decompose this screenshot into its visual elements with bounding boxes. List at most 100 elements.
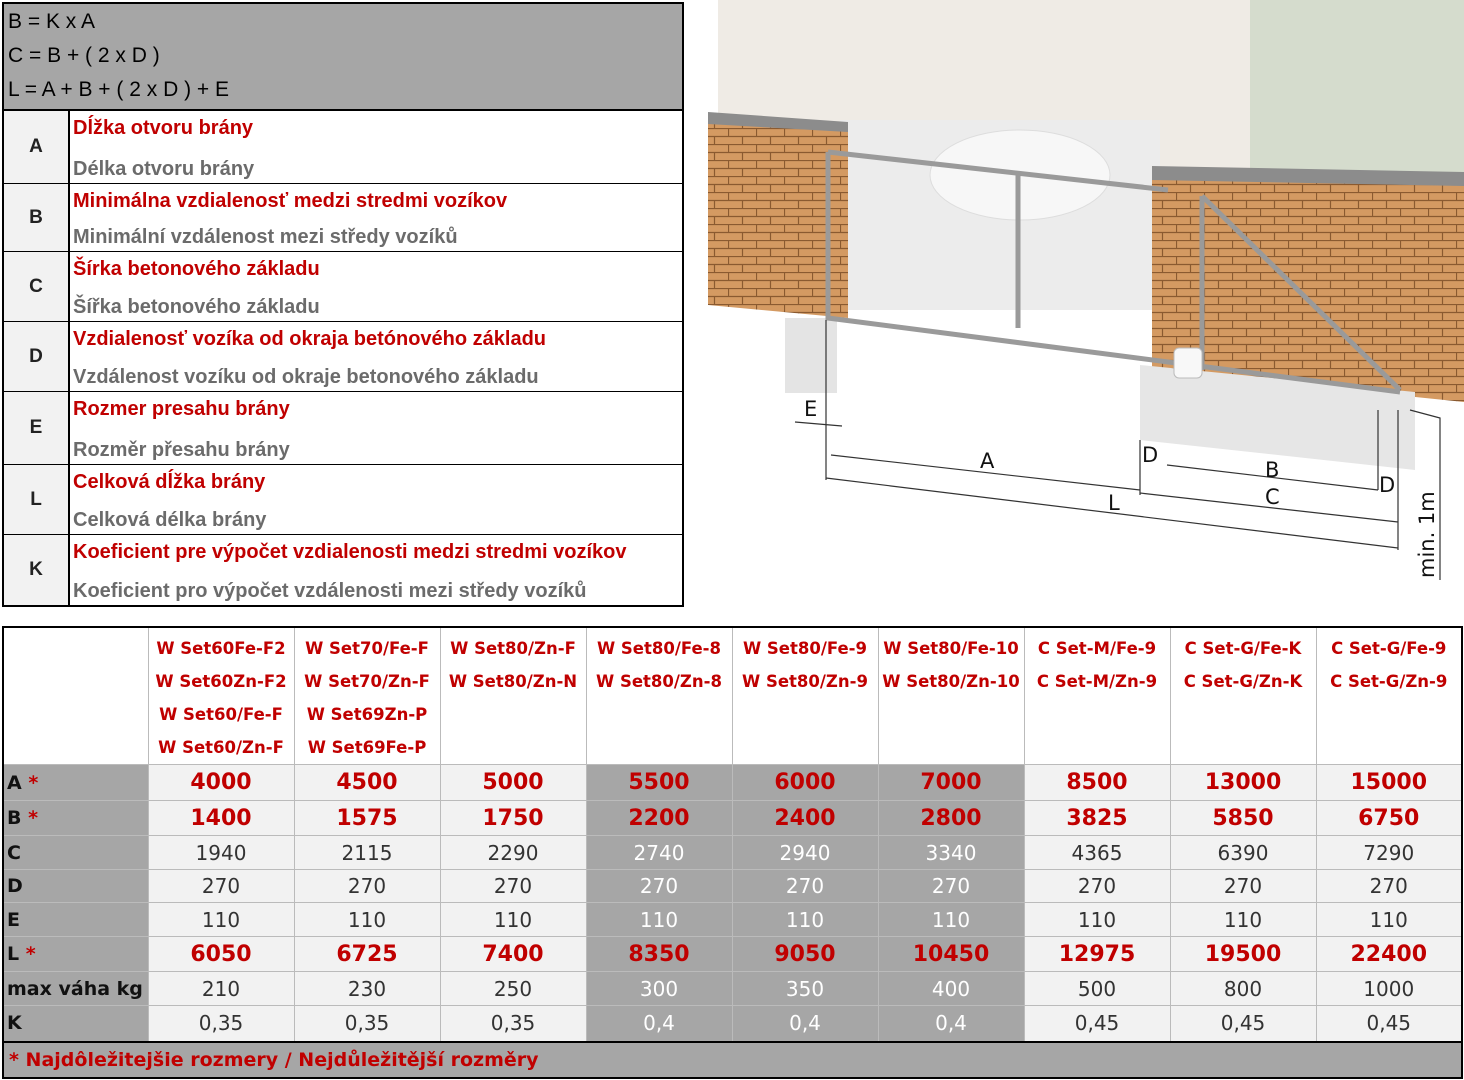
value-cell: 0,45 (1169, 1005, 1317, 1042)
value-cell: 110 (439, 902, 587, 937)
model-name: C Set-G/Zn-K (1183, 672, 1303, 691)
value-cell: 1940 (147, 835, 295, 870)
data-row-max-váha-kg: max váha kg 210 230 250 300 350 400 500 800 1000 (2, 971, 1463, 1006)
important-star: * (28, 807, 39, 829)
model-column-header: C Set-M/Fe-9 C Set-M/Zn-9 (1023, 626, 1171, 765)
value-cell: 2740 (585, 835, 733, 870)
header-row: W Set60Fe-F2 W Set60Zn-F2 W Set60/Fe-F W Se… (2, 626, 1463, 765)
legend-text: Rozmer presahu brány Rozměr přesahu brány (70, 392, 682, 464)
row-label-text: L (7, 943, 20, 965)
legend-text: Šírka betonového základu Šířka betonového… (70, 252, 682, 321)
row-label-text: D (7, 875, 23, 897)
value-cell: 6050 (147, 936, 295, 972)
value-cell: 12975 (1023, 936, 1171, 972)
label-e: E (804, 397, 817, 421)
value-cell: 2800 (877, 800, 1025, 836)
value-cell: 4365 (1023, 835, 1171, 870)
legend-row-c: C Šírka betonového základu Šířka betonové… (4, 252, 682, 322)
value-cell: 270 (877, 869, 1025, 903)
value-cell: 270 (1023, 869, 1171, 903)
model-name: W Set60Zn-F2 (155, 672, 287, 691)
model-name: W Set69Fe-P (307, 738, 427, 757)
value-cell: 15000 (1315, 764, 1463, 801)
value-cell: 4500 (293, 764, 441, 801)
left-pillar (708, 118, 848, 318)
model-name: W Set60/Zn-F (158, 738, 284, 757)
right-wall (1152, 172, 1464, 402)
value-cell: 0,45 (1315, 1005, 1463, 1042)
value-cell: 6750 (1315, 800, 1463, 836)
model-column-header: W Set80/Fe-8 W Set80/Zn-8 (585, 626, 733, 765)
row-label: max váha kg (2, 971, 149, 1006)
value-cell: 110 (877, 902, 1025, 937)
model-column-header: W Set80/Fe-9 W Set80/Zn-9 (731, 626, 879, 765)
legend-cz: Rozměr přesahu brány (73, 439, 290, 461)
label-b: B (1265, 458, 1279, 482)
legend-cz: Minimální vzdálenost mezi středy vozíků (73, 226, 458, 248)
row-label-text: B (7, 807, 22, 829)
legend-sk: Koeficient pre výpočet vzdialenosti medz… (73, 541, 627, 563)
value-cell: 0,35 (439, 1005, 587, 1042)
legend-letter: L (4, 465, 70, 534)
value-cell: 270 (731, 869, 879, 903)
label-c: C (1265, 485, 1280, 509)
label-min-height: min. 1m (1415, 491, 1439, 578)
data-row-l: L * 6050 6725 7400 8350 9050 10450 12975 19500 22… (2, 936, 1463, 972)
value-cell: 0,4 (731, 1005, 879, 1042)
right-foundation (1140, 365, 1415, 470)
value-cell: 270 (147, 869, 295, 903)
value-cell: 7290 (1315, 835, 1463, 870)
model-name: W Set80/Fe-10 (883, 639, 1019, 658)
value-cell: 9050 (731, 936, 879, 972)
model-column-header: W Set80/Zn-F W Set80/Zn-N (439, 626, 587, 765)
value-cell: 13000 (1169, 764, 1317, 801)
motor-unit (1173, 347, 1203, 379)
value-cell: 270 (1315, 869, 1463, 903)
row-label: E (2, 902, 149, 937)
legend-row-e: E Rozmer presahu brány Rozměr přesahu brá… (4, 392, 682, 465)
formulas: B = K x A C = B + ( 2 x D ) L = A + B + … (4, 4, 682, 111)
model-column-header: W Set60Fe-F2 W Set60Zn-F2 W Set60/Fe-F W Se… (147, 626, 295, 765)
value-cell: 110 (147, 902, 295, 937)
value-cell: 0,4 (877, 1005, 1025, 1042)
legend-row-a: A Dĺžka otvoru brány Délka otvoru brány (4, 111, 682, 184)
model-name: W Set70/Zn-F (304, 672, 430, 691)
data-row-e: E 110 110 110 110 110 110 110 110 110 (2, 902, 1463, 937)
value-cell: 1400 (147, 800, 295, 836)
legend-cz: Vzdálenost vozíku od okraje betonového z… (73, 366, 539, 388)
value-cell: 230 (293, 971, 441, 1006)
row-label: B * (2, 800, 149, 836)
value-cell: 800 (1169, 971, 1317, 1006)
value-cell: 2400 (731, 800, 879, 836)
row-label: C (2, 835, 149, 870)
legend-letter: D (4, 322, 70, 391)
value-cell: 110 (1169, 902, 1317, 937)
value-cell: 0,4 (585, 1005, 733, 1042)
value-cell: 400 (877, 971, 1025, 1006)
gate-frame (825, 149, 1402, 395)
legend-cz: Celková délka brány (73, 509, 267, 531)
value-cell: 270 (293, 869, 441, 903)
model-name: W Set60Fe-F2 (156, 639, 286, 658)
corner-cell (2, 626, 149, 765)
legend-cz: Délka otvoru brány (73, 158, 255, 180)
value-cell: 110 (1023, 902, 1171, 937)
label-a: A (980, 449, 995, 473)
model-name: W Set80/Zn-F (450, 639, 576, 658)
legend-text: Dĺžka otvoru brány Délka otvoru brány (70, 111, 682, 183)
row-label: K (2, 1005, 149, 1042)
value-cell: 3825 (1023, 800, 1171, 836)
row-label-text: C (7, 841, 21, 864)
model-name: C Set-G/Fe-K (1184, 639, 1302, 658)
value-cell: 22400 (1315, 936, 1463, 972)
data-row-k: K 0,35 0,35 0,35 0,4 0,4 0,4 0,45 0,45 0,45 (2, 1005, 1463, 1042)
model-name: C Set-M/Fe-9 (1037, 639, 1157, 658)
row-label: D (2, 869, 149, 903)
model-name: C Set-G/Zn-9 (1330, 672, 1448, 691)
legend-row-b: B Minimálna vzdialenosť medzi stredmi vo… (4, 184, 682, 252)
model-name: W Set80/Zn-10 (882, 672, 1020, 691)
legend-sk: Minimálna vzdialenosť medzi stredmi vozí… (73, 190, 508, 212)
model-name: W Set80/Fe-8 (596, 639, 722, 658)
data-row-a: A * 4000 4500 5000 5500 6000 7000 8500 13000 1500… (2, 764, 1463, 801)
model-column-header: C Set-G/Fe-9 C Set-G/Zn-9 (1315, 626, 1463, 765)
